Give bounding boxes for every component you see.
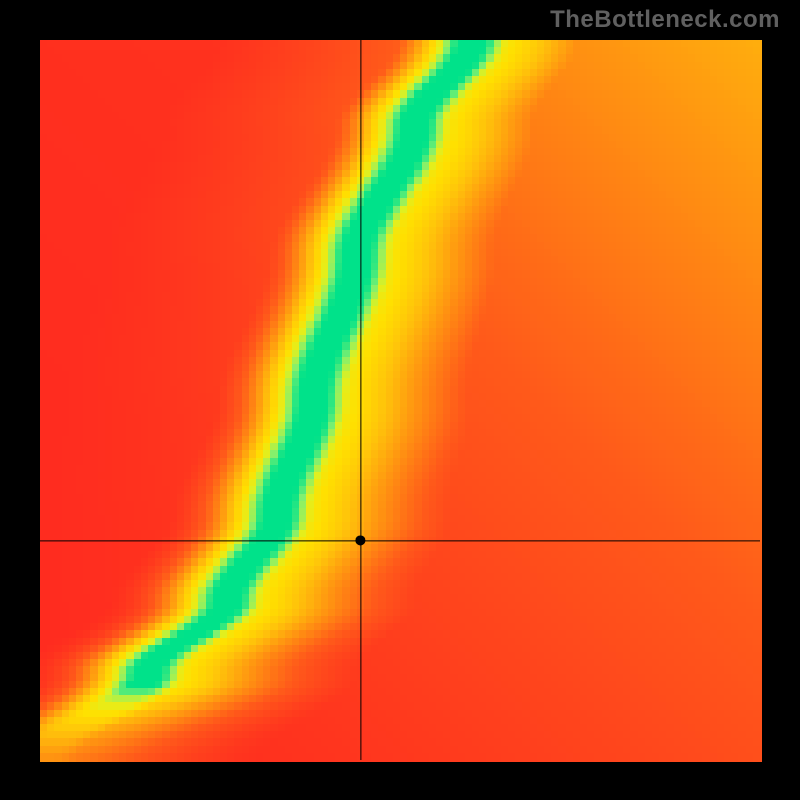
watermark-text: TheBottleneck.com [550, 6, 780, 34]
heatmap-canvas [0, 0, 800, 800]
